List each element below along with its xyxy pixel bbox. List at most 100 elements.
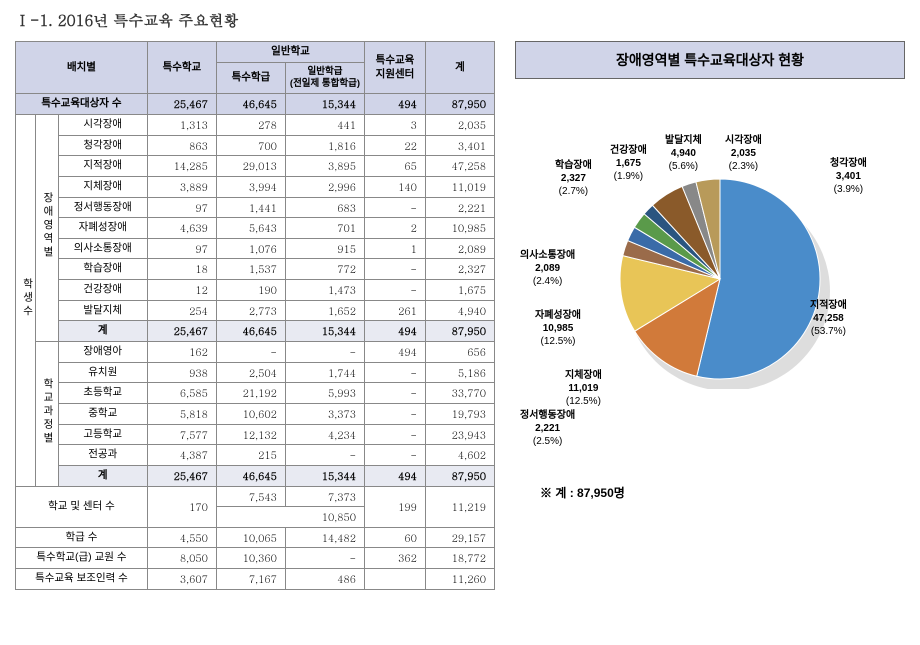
cell: 10,065 <box>216 527 285 548</box>
th-special-class: 특수학급 <box>216 62 285 94</box>
th-support-center: 특수교육 지원센터 <box>365 42 426 94</box>
cell: 21,192 <box>216 383 285 404</box>
chart-label-지적장애: 지적장애47,258(53.7%) <box>810 299 847 338</box>
main-table: 배치별 특수학교 일반학교 특수교육 지원센터 계 특수학급 일반학급 (전일제… <box>15 41 495 590</box>
cell: 29,157 <box>425 527 494 548</box>
cell: 12,132 <box>216 424 285 445</box>
cell: 18 <box>147 259 216 280</box>
th-general-school: 일반학교 <box>216 42 364 63</box>
group-label-students: 학생수 <box>16 114 36 486</box>
cell: - <box>365 259 426 280</box>
cell: 170 <box>147 486 216 527</box>
cell: 701 <box>285 218 364 239</box>
group-label-disability: 장애영역별 <box>36 114 58 341</box>
cell: 33,770 <box>425 383 494 404</box>
row-label: 자폐성장애 <box>58 218 147 239</box>
cell: 3,373 <box>285 403 364 424</box>
cell: 97 <box>147 238 216 259</box>
cell: 7,543 <box>216 486 285 507</box>
cell: - <box>285 548 364 569</box>
cell: 14,285 <box>147 156 216 177</box>
cell: 4,550 <box>147 527 216 548</box>
row-label: 정서행동장애 <box>58 197 147 218</box>
cell: 25,467 <box>147 94 216 115</box>
cell: 2,327 <box>425 259 494 280</box>
cell: 1,537 <box>216 259 285 280</box>
cell: 772 <box>285 259 364 280</box>
cell: 46,645 <box>216 321 285 342</box>
cell: 7,373 <box>285 486 364 507</box>
cell <box>365 569 426 590</box>
cell: 25,467 <box>147 321 216 342</box>
cell: 87,950 <box>425 465 494 486</box>
cell: 18,772 <box>425 548 494 569</box>
row-label: 계 <box>58 321 147 342</box>
cell: 46,645 <box>216 94 285 115</box>
th-general-class: 일반학급 (전일제 통합학급) <box>285 62 364 94</box>
chart-label-학습장애: 학습장애2,327(2.7%) <box>555 159 592 198</box>
cell: 87,950 <box>425 321 494 342</box>
chart-label-정서행동장애: 정서행동장애2,221(2.5%) <box>520 409 575 448</box>
cell: 486 <box>285 569 364 590</box>
row-label: 발달지체 <box>58 300 147 321</box>
cell: 261 <box>365 300 426 321</box>
cell: - <box>365 445 426 466</box>
cell: 97 <box>147 197 216 218</box>
chart-label-자폐성장애: 자폐성장애10,985(12.5%) <box>535 309 581 348</box>
cell: 494 <box>365 342 426 363</box>
cell: 4,639 <box>147 218 216 239</box>
cell: 1,441 <box>216 197 285 218</box>
cell: - <box>365 424 426 445</box>
cell: 656 <box>425 342 494 363</box>
cell: 5,186 <box>425 362 494 383</box>
cell: 46,645 <box>216 465 285 486</box>
cell: 11,219 <box>425 486 494 527</box>
cell: 7,577 <box>147 424 216 445</box>
chart-label-건강장애: 건강장애1,675(1.9%) <box>610 144 647 183</box>
cell: 915 <box>285 238 364 259</box>
table-section: 배치별 특수학교 일반학교 특수교육 지원센터 계 특수학급 일반학급 (전일제… <box>15 41 495 590</box>
cell: 938 <box>147 362 216 383</box>
cell: - <box>365 362 426 383</box>
cell: 19,793 <box>425 403 494 424</box>
cell: 15,344 <box>285 94 364 115</box>
cell: 60 <box>365 527 426 548</box>
cell: 700 <box>216 135 285 156</box>
chart-section: 장애영역별 특수교육대상자 현황 지적장애47,258(53.7%)지체장애11… <box>515 41 905 590</box>
cell: 11,260 <box>425 569 494 590</box>
cell: 190 <box>216 280 285 301</box>
row-label: 의사소통장애 <box>58 238 147 259</box>
cell: 12 <box>147 280 216 301</box>
cell: 29,013 <box>216 156 285 177</box>
row-label: 건강장애 <box>58 280 147 301</box>
cell: 65 <box>365 156 426 177</box>
cell: 15,344 <box>285 465 364 486</box>
row-label: 학습장애 <box>58 259 147 280</box>
cell: 3,889 <box>147 176 216 197</box>
cell: 10,985 <box>425 218 494 239</box>
cell: 5,643 <box>216 218 285 239</box>
cell: 278 <box>216 114 285 135</box>
main-layout: 배치별 특수학교 일반학교 특수교육 지원센터 계 특수학급 일반학급 (전일제… <box>15 41 905 590</box>
cell: 87,950 <box>425 94 494 115</box>
row-label: 지체장애 <box>58 176 147 197</box>
row-label: 학교 및 센터 수 <box>16 486 148 527</box>
cell: 2,773 <box>216 300 285 321</box>
chart-label-발달지체: 발달지체4,940(5.6%) <box>665 134 702 173</box>
cell: 4,387 <box>147 445 216 466</box>
pie-svg <box>610 169 830 389</box>
cell: 8,050 <box>147 548 216 569</box>
row-label: 특수교육대상자 수 <box>16 94 148 115</box>
cell: 140 <box>365 176 426 197</box>
cell: 863 <box>147 135 216 156</box>
row-label: 특수학교(급) 교원 수 <box>16 548 148 569</box>
cell: 4,602 <box>425 445 494 466</box>
cell: 10,850 <box>216 507 364 528</box>
chart-label-시각장애: 시각장애2,035(2.3%) <box>725 134 762 173</box>
cell: 199 <box>365 486 426 527</box>
cell: 2,996 <box>285 176 364 197</box>
cell: - <box>285 445 364 466</box>
cell: - <box>216 342 285 363</box>
cell: 3,895 <box>285 156 364 177</box>
cell: 25,467 <box>147 465 216 486</box>
